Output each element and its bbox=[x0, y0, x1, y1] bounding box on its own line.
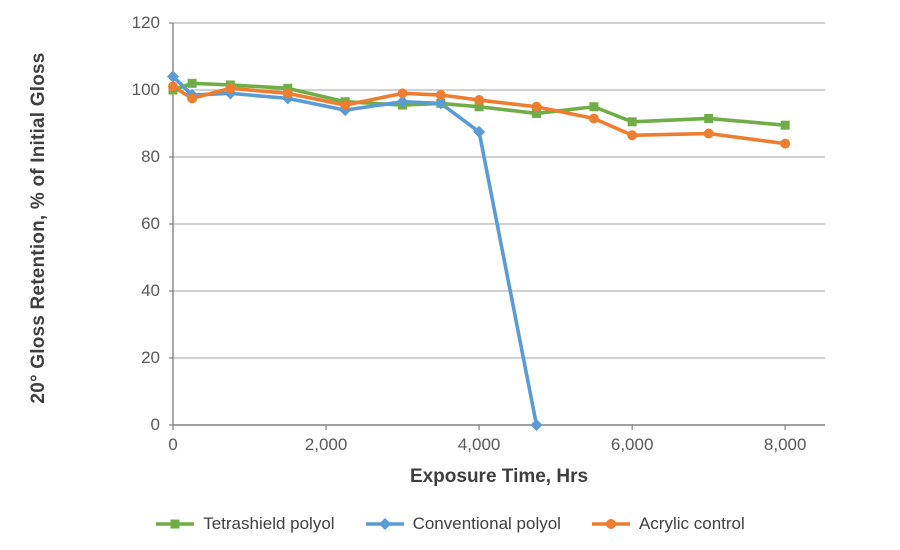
circle-marker-icon bbox=[225, 83, 236, 94]
square-marker-icon bbox=[589, 102, 599, 112]
x-tick-label: 8,000 bbox=[763, 435, 807, 454]
circle-marker-icon bbox=[397, 88, 408, 99]
circle-marker-icon bbox=[627, 130, 638, 141]
y-axis-title: 20° Gloss Retention, % of Initial Gloss bbox=[28, 52, 49, 404]
y-tick-label: 20 bbox=[141, 348, 160, 367]
diamond-marker-icon bbox=[434, 97, 447, 110]
circle-marker-icon bbox=[780, 138, 791, 149]
circle-marker-icon bbox=[588, 113, 599, 124]
x-tick-label: 6,000 bbox=[610, 435, 654, 454]
diamond-marker-icon bbox=[530, 419, 543, 431]
legend-label: Tetrashield polyol bbox=[203, 514, 335, 533]
diamond-marker-icon bbox=[167, 70, 179, 83]
legend-item-circle: Acrylic control bbox=[591, 514, 745, 534]
y-tick-label: 60 bbox=[141, 214, 160, 233]
chart-legend: Tetrashield polyol Conventional polyol Acr… bbox=[0, 507, 900, 541]
x-tick-label: 2,000 bbox=[304, 435, 348, 454]
diamond-marker-icon bbox=[473, 125, 486, 138]
x-tick-label: 4,000 bbox=[457, 435, 501, 454]
y-tick-label: 120 bbox=[131, 13, 160, 32]
y-tick-label: 0 bbox=[150, 415, 160, 434]
circle-marker-icon bbox=[474, 95, 485, 106]
y-tick-label: 40 bbox=[141, 281, 160, 300]
legend-item-square: Tetrashield polyol bbox=[155, 514, 335, 534]
circle-marker-icon bbox=[703, 128, 714, 139]
y-tick-label: 80 bbox=[141, 147, 160, 166]
square-marker-icon bbox=[474, 102, 484, 112]
square-marker-icon bbox=[780, 120, 790, 130]
circle-marker-icon bbox=[435, 90, 446, 101]
legend-label: Conventional polyol bbox=[412, 514, 561, 533]
square-marker-icon bbox=[187, 78, 197, 88]
x-tick-label: 0 bbox=[168, 435, 178, 454]
legend-square-marker-icon bbox=[156, 519, 195, 529]
circle-marker-icon bbox=[340, 100, 351, 111]
square-marker-icon bbox=[531, 108, 541, 118]
legend-circle-marker-icon bbox=[591, 519, 630, 529]
y-tick-label: 100 bbox=[131, 80, 160, 99]
square-marker-icon bbox=[704, 113, 714, 123]
circle-marker-icon bbox=[282, 88, 293, 99]
diamond-marker-icon bbox=[396, 95, 409, 108]
circle-marker-icon bbox=[187, 93, 198, 104]
circle-marker-icon bbox=[168, 81, 178, 92]
x-axis-title: Exposure Time, Hrs bbox=[409, 466, 589, 487]
circle-marker-icon bbox=[531, 101, 542, 112]
legend-item-diamond: Conventional polyol bbox=[365, 514, 561, 534]
square-marker-icon bbox=[627, 117, 637, 127]
legend-label: Acrylic control bbox=[638, 514, 745, 533]
square-marker-icon bbox=[283, 83, 293, 93]
legend-diamond-marker-icon bbox=[365, 518, 404, 530]
